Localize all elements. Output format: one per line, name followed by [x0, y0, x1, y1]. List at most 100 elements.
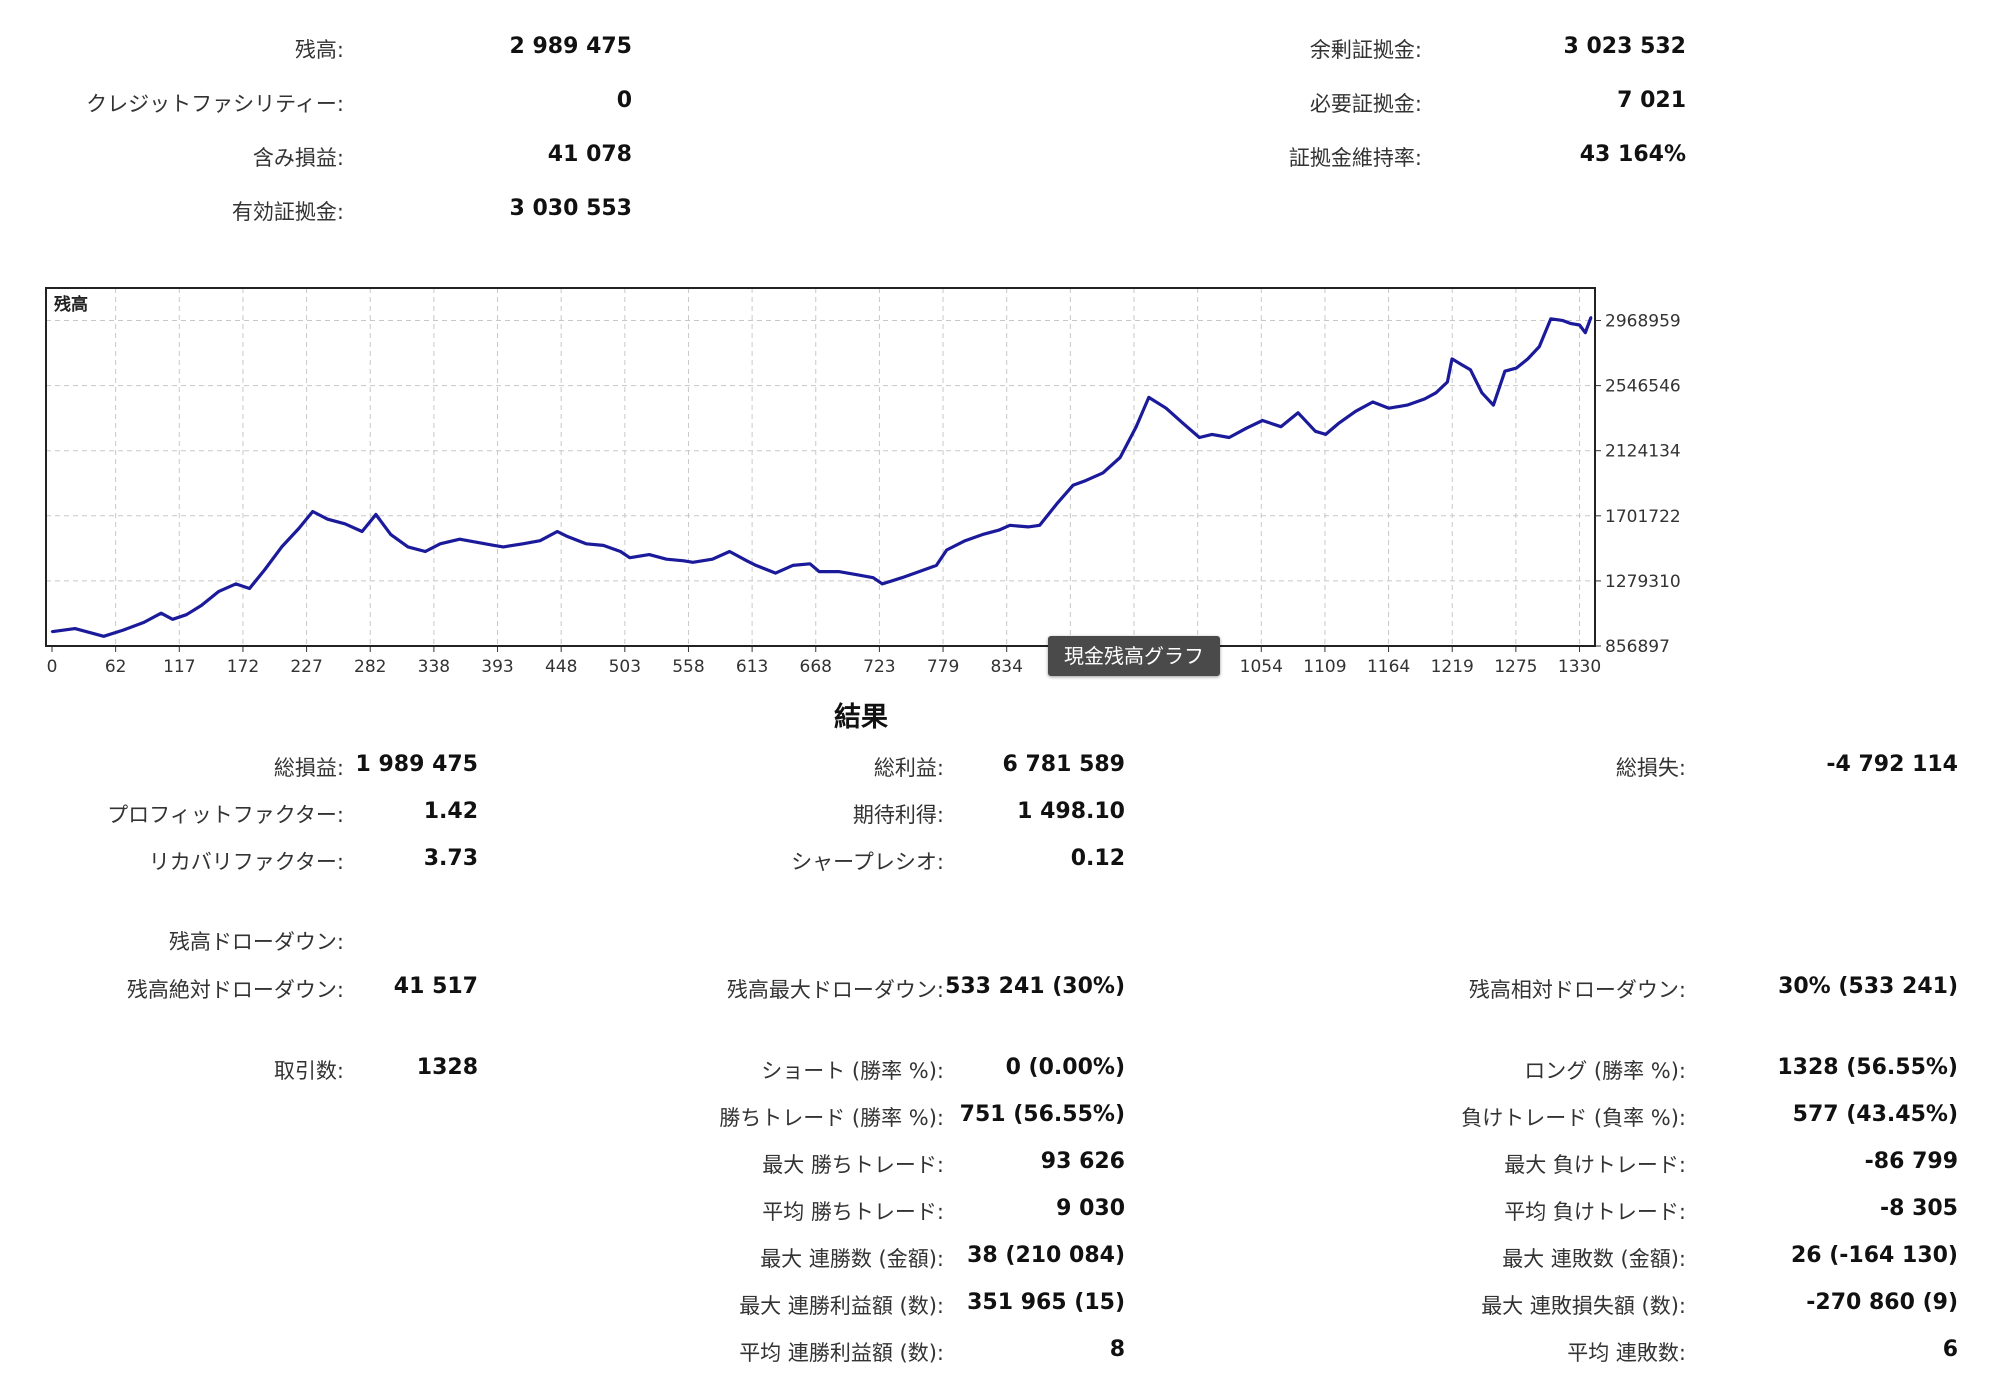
total-trades-value: 1328	[416, 1055, 478, 1080]
chart-data-point	[881, 582, 884, 586]
chart-x-tick-label: 613	[736, 657, 768, 677]
chart-data-point	[171, 618, 174, 621]
total-net-profit-label: 総損益:	[273, 756, 344, 780]
chart-data-point	[1354, 410, 1357, 413]
chart-data-point	[711, 558, 714, 561]
recovery-factor-value: 3.73	[423, 846, 478, 871]
chart-data-point	[297, 527, 301, 530]
balance-chart[interactable]: 0 62 117 172 227 282 338 393 448 503 558 613 668 723 7…	[0, 270, 1998, 690]
win-trades-label: 勝ちトレード (勝率 %):	[719, 1106, 944, 1130]
avg-loss-trade-value: -8 305	[1879, 1196, 1958, 1221]
chart-data-point	[1084, 479, 1087, 482]
avg-consec-wins-value: 8	[1109, 1337, 1125, 1362]
chart-data-point	[665, 558, 668, 561]
chart-data-point	[917, 570, 921, 573]
chart-data-point	[326, 517, 329, 521]
chart-data-point	[1182, 422, 1185, 425]
chart-data-point	[502, 545, 505, 549]
margin-value: 7 021	[1617, 88, 1686, 113]
chart-data-point	[122, 628, 125, 632]
chart-data-point	[1038, 524, 1041, 527]
chart-data-point	[691, 561, 695, 564]
results-title: 結果	[834, 702, 888, 733]
chart-data-point	[584, 542, 588, 546]
chart-data-point	[263, 568, 266, 572]
credit-value: 0	[616, 88, 632, 113]
equity-value: 3 030 553	[509, 196, 632, 221]
max-consec-profit-label: 最大 連勝利益額 (数):	[739, 1294, 944, 1318]
chart-data-point	[981, 533, 984, 536]
chart-data-point	[837, 570, 840, 573]
chart-data-point	[628, 556, 631, 559]
chart-data-point	[1538, 345, 1541, 348]
chart-data-point	[1526, 357, 1530, 361]
chart-data-point	[1134, 425, 1138, 428]
chart-x-tick-label: 448	[545, 657, 577, 677]
chart-data-point	[374, 513, 378, 516]
chart-data-point	[1461, 363, 1464, 367]
chart-data-point	[1279, 425, 1283, 428]
avg-loss-trade-label: 平均 負けトレード:	[1504, 1200, 1686, 1224]
credit-label: クレジットファシリティー:	[86, 92, 344, 116]
chart-data-point	[438, 542, 442, 546]
chart-x-tick-label: 338	[418, 657, 450, 677]
chart-data-point	[1469, 368, 1472, 371]
short-trades-value: 0 (0.00%)	[1005, 1055, 1125, 1080]
chart-y-tick-label: 2968959	[1605, 312, 1681, 332]
chart-data-point	[1578, 323, 1581, 327]
chart-title: 残高	[54, 294, 88, 315]
chart-data-point	[602, 544, 605, 547]
chart-x-tick-label: 393	[481, 657, 513, 677]
gross-profit-label: 総利益:	[873, 756, 944, 780]
balance-chart-svg: 0 62 117 172 227 282 338 393 448 503 558 613 668 723 7…	[45, 287, 1681, 677]
chart-data-point	[1434, 391, 1438, 394]
chart-data-point	[185, 613, 188, 616]
chart-y-tick-label: 2546546	[1605, 377, 1681, 397]
chart-data-point	[648, 553, 651, 556]
win-trades-value: 751 (56.55%)	[959, 1102, 1125, 1127]
chart-data-point	[556, 530, 559, 533]
recovery-factor-label: リカバリファクター:	[148, 850, 344, 874]
chart-data-point	[1118, 456, 1122, 459]
chart-data-point	[808, 562, 812, 566]
chart-x-tick-label: 723	[863, 657, 895, 677]
gross-loss-value: -4 792 114	[1826, 752, 1958, 777]
chart-data-point	[1245, 427, 1248, 430]
chart-data-point	[1423, 397, 1426, 401]
chart-x-tick-label: 779	[927, 657, 959, 677]
relative-drawdown-value: 30% (533 241)	[1778, 974, 1958, 999]
avg-consec-losses-value: 6	[1942, 1337, 1958, 1362]
chart-data-point	[1515, 366, 1518, 370]
chart-data-point	[998, 528, 1001, 532]
chart-data-point	[935, 564, 938, 567]
chart-data-point	[1198, 436, 1201, 439]
chart-x-tick-label: 1219	[1431, 657, 1474, 677]
loss-trades-value: 577 (43.45%)	[1792, 1102, 1958, 1127]
max-consec-loss-label: 最大 連敗損失額 (数):	[1481, 1294, 1686, 1318]
total-trades-label: 取引数:	[273, 1059, 344, 1083]
chart-data-point	[248, 587, 251, 590]
max-win-trade-value: 93 626	[1040, 1149, 1125, 1174]
total-net-profit-value: 1 989 475	[355, 752, 478, 777]
chart-data-point	[521, 542, 525, 546]
short-trades-label: ショート (勝率 %):	[761, 1059, 944, 1083]
chart-data-point	[1492, 403, 1495, 407]
chart-data-point	[1584, 331, 1587, 334]
chart-tooltip: 現金残高グラフ	[1048, 636, 1220, 676]
chart-data-point	[900, 576, 904, 579]
margin-label: 必要証拠金:	[1309, 92, 1422, 116]
chart-data-point	[1228, 436, 1231, 439]
chart-data-point	[1337, 422, 1340, 425]
max-consec-wins-value: 38 (210 084)	[967, 1243, 1125, 1268]
free-margin-label: 余剰証拠金:	[1309, 38, 1422, 62]
chart-data-point	[217, 590, 220, 593]
chart-data-point	[234, 582, 237, 586]
absolute-drawdown-label: 残高絶対ドローダウン:	[126, 978, 344, 1002]
chart-data-point	[1261, 419, 1264, 422]
chart-data-point	[1569, 322, 1572, 325]
chart-data-point	[159, 611, 163, 615]
chart-data-point	[1147, 396, 1151, 399]
chart-plot-area	[46, 288, 1595, 646]
chart-data-point	[102, 635, 105, 638]
chart-data-point	[389, 533, 393, 536]
